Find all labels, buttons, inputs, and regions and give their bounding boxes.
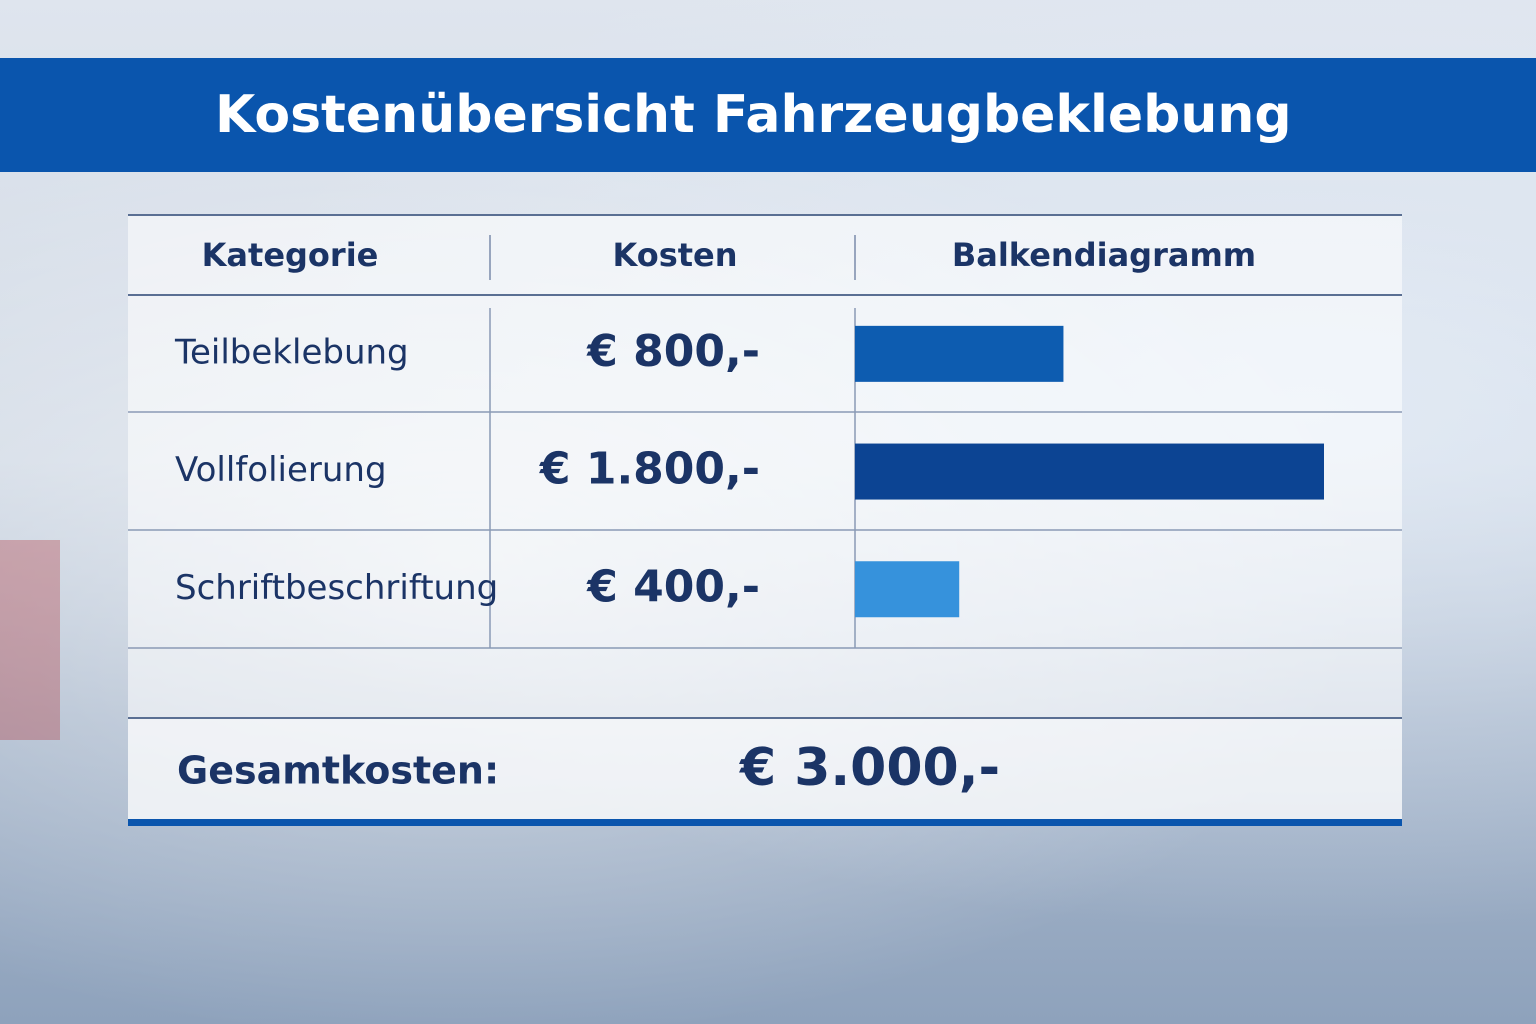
total-label: Gesamtkosten: — [177, 749, 499, 793]
title-bar — [0, 58, 1536, 172]
category-cell: Teilbeklebung — [174, 332, 409, 372]
category-cell: Vollfolierung — [175, 450, 387, 490]
page-title: Kostenübersicht Fahrzeugbeklebung — [215, 85, 1292, 145]
column-header: Kosten — [612, 236, 737, 274]
category-cell: Schriftbeschriftung — [175, 568, 498, 608]
cost-bar — [855, 325, 1064, 382]
cost-cell: € 1.800,- — [539, 444, 760, 495]
cost-bar — [855, 443, 1324, 500]
total-panel — [128, 718, 1402, 820]
cost-cell: € 800,- — [586, 326, 760, 377]
bottom-bar — [128, 819, 1402, 826]
cost-cell: € 400,- — [586, 561, 760, 612]
cost-bar — [855, 561, 960, 618]
table-panel — [128, 215, 1402, 820]
column-header: Kategorie — [202, 236, 379, 274]
column-header: Balkendiagramm — [952, 236, 1256, 274]
background-vehicle-light — [0, 540, 60, 740]
total-cost: € 3.000,- — [739, 738, 1000, 798]
